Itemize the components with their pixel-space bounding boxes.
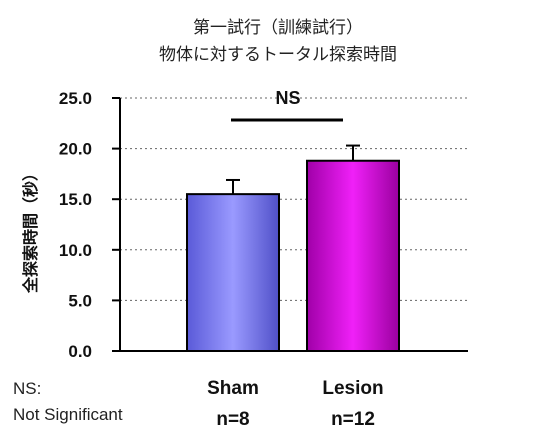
category-label-sham: Sham [207, 378, 259, 399]
significance-label: NS [275, 88, 300, 108]
y-tick-label: 15.0 [59, 190, 92, 209]
sample-size-lesion: n=12 [331, 409, 375, 430]
sample-size-sham: n=8 [216, 409, 249, 430]
chart-title-line1: 第一試行（訓練試行） [193, 18, 363, 38]
chart-title-line2: 物体に対するトータル探索時間 [159, 45, 397, 65]
gridlines [120, 97, 468, 301]
note-abbreviation: NS: [13, 379, 41, 398]
y-tick-label: 25.0 [59, 89, 92, 108]
bars [186, 144, 400, 352]
y-tick-label: 0.0 [68, 342, 92, 361]
y-tick-label: 5.0 [68, 291, 92, 310]
y-tick-label: 20.0 [59, 140, 92, 159]
note-definition: Not Significant [13, 405, 123, 424]
bar-lesion [306, 159, 400, 352]
category-label-lesion: Lesion [322, 378, 383, 399]
y-tick-label: 10.0 [59, 241, 92, 260]
bar-sham [186, 193, 280, 352]
y-tick-labels: 0.0 5.0 10.0 15.0 20.0 25.0 [59, 89, 120, 361]
y-axis-label: 全探索時間（秒） [21, 165, 40, 294]
